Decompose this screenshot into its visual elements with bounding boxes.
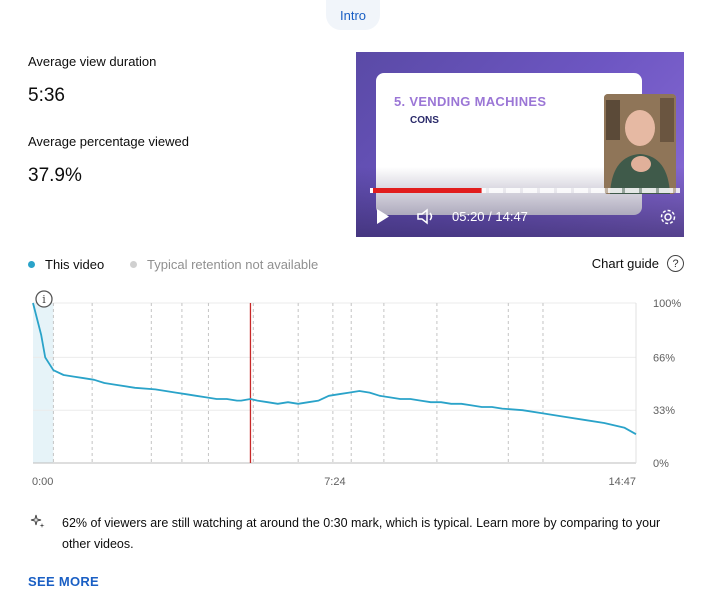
y-tick-label-0: 100% — [653, 298, 681, 310]
avg-percentage-viewed-label: Average percentage viewed — [28, 134, 189, 149]
typical-label: Typical retention not available — [147, 257, 319, 272]
x-tick-label-0: 0:00 — [32, 476, 53, 488]
sparkle-icon — [30, 513, 46, 555]
info-icon — [35, 290, 53, 308]
retention-chart: 100% 66% 33% 0% 0:00 7:24 14:47 i — [32, 290, 681, 488]
chart-guide[interactable]: Chart guide ? — [592, 255, 684, 272]
this-video-label: This video — [45, 257, 105, 272]
see-more-link[interactable]: SEE MORE — [28, 574, 100, 589]
x-tick-label-1: 7:24 — [324, 476, 345, 488]
legend-typical: Typical retention not available — [130, 257, 318, 272]
insight-row: 62% of viewers are still watching at aro… — [30, 513, 662, 555]
play-icon[interactable] — [376, 208, 390, 230]
presenter-webcam — [604, 94, 676, 194]
video-time: 05:20 / 14:47 — [452, 209, 528, 224]
avg-view-duration-label: Average view duration — [28, 54, 157, 69]
volume-icon[interactable] — [416, 208, 436, 230]
video-preview[interactable]: 5. VENDING MACHINES CONS 05:20 / 14:47 — [356, 52, 684, 237]
typical-dot — [130, 261, 137, 268]
info-icon-glyph: i — [42, 293, 46, 306]
y-tick-label-2: 33% — [653, 405, 675, 417]
help-icon[interactable]: ? — [667, 255, 684, 272]
x-tick-label-2: 14:47 — [608, 476, 636, 488]
chart-guide-label: Chart guide — [591, 256, 659, 271]
series-line-0 — [32, 302, 637, 435]
legend-this-video: This video — [28, 257, 104, 272]
this-video-dot — [28, 261, 35, 268]
avg-view-duration-value: 5:36 — [28, 85, 65, 106]
avg-percentage-viewed-value: 37.9% — [28, 165, 82, 186]
insight-text: 62% of viewers are still watching at aro… — [62, 516, 661, 551]
slide-title: 5. VENDING MACHINES — [394, 94, 547, 109]
intro-shaded-region — [33, 303, 54, 463]
y-tick-label-3: 0% — [653, 458, 669, 470]
video-progress-bar[interactable] — [370, 188, 680, 193]
settings-gear-icon[interactable] — [659, 208, 677, 231]
y-tick-label-1: 66% — [653, 352, 675, 364]
slide-subtitle: CONS — [410, 115, 439, 126]
intro-chip[interactable]: Intro — [326, 0, 380, 30]
